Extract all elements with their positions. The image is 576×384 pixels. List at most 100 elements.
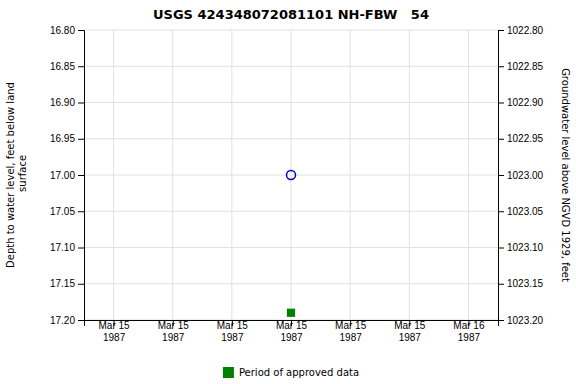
text-line: Mar 15 <box>217 320 249 331</box>
tick-label: Mar 151987 <box>99 320 131 343</box>
plot-area <box>287 171 296 317</box>
text-line: 1987 <box>221 332 244 343</box>
tick-mark <box>498 30 504 31</box>
tick-mark <box>78 139 84 140</box>
chart: Mar 151987Mar 151987Mar 151987Mar 151987… <box>0 0 576 384</box>
tick: 1023.05 <box>498 206 544 217</box>
tick: 17.00 <box>50 170 84 181</box>
tick: 1022.80 <box>498 25 544 36</box>
text-line: 1987 <box>280 332 303 343</box>
tick-label: Mar 151987 <box>394 320 426 343</box>
legend-label: Period of approved data <box>239 367 359 378</box>
text-line: 1987 <box>103 332 126 343</box>
tick-label: Mar 151987 <box>276 320 308 343</box>
tick-label: 1023.00 <box>507 170 544 181</box>
text-line: Mar 15 <box>394 320 426 331</box>
tick-mark <box>78 66 84 67</box>
text-line: Mar 15 <box>158 320 190 331</box>
tick-mark <box>498 103 504 104</box>
grid-line <box>231 30 232 320</box>
legend-item: Period of approved data <box>223 367 359 378</box>
tick: 1023.15 <box>498 278 544 289</box>
tick-mark <box>498 284 504 285</box>
y-axis-label: Depth to water level, feet below land su… <box>5 82 28 268</box>
text-line: 1987 <box>399 332 422 343</box>
tick: Mar 151987 <box>276 320 308 343</box>
tick-mark <box>78 211 84 212</box>
tick: 16.80 <box>50 25 84 36</box>
tick: 16.85 <box>50 61 84 72</box>
tick: 1023.10 <box>498 242 544 253</box>
tick-label: 17.00 <box>50 170 75 181</box>
tick-label: Mar 151987 <box>158 320 190 343</box>
tick-label: 16.85 <box>50 61 75 72</box>
tick-mark <box>498 139 504 140</box>
text-line: Depth to water level, feet below land <box>5 82 16 268</box>
tick-mark <box>498 175 504 176</box>
text-line: Mar 15 <box>335 320 367 331</box>
text-line: surface <box>17 155 28 195</box>
tick-mark <box>78 175 84 176</box>
text-line: Mar 15 <box>276 320 308 331</box>
grid-line <box>172 30 173 320</box>
tick: Mar 151987 <box>158 320 190 343</box>
tick-mark <box>78 284 84 285</box>
tick: 16.95 <box>50 133 84 144</box>
tick-mark <box>78 103 84 104</box>
tick: 17.10 <box>50 242 84 253</box>
tick: Mar 151987 <box>335 320 367 343</box>
text-line: Mar 16 <box>453 320 485 331</box>
tick-mark <box>78 248 84 249</box>
tick-label: 1023.10 <box>507 242 544 253</box>
grid-line <box>113 30 114 320</box>
tick: Mar 151987 <box>99 320 131 343</box>
axis-line <box>78 31 85 321</box>
tick-label: 16.90 <box>50 97 75 108</box>
tick-label: Mar 161987 <box>453 320 485 343</box>
text-line: 1987 <box>458 332 481 343</box>
tick: Mar 151987 <box>394 320 426 343</box>
tick: 1022.90 <box>498 97 544 108</box>
tick-mark <box>498 211 504 212</box>
tick: 17.05 <box>50 206 84 217</box>
tick-label: 1023.05 <box>507 206 544 217</box>
tick: Mar 151987 <box>217 320 249 343</box>
grid-line <box>468 30 469 320</box>
tick-label: 17.15 <box>50 278 75 289</box>
point <box>288 309 295 316</box>
tick-mark <box>498 66 504 67</box>
grid-line <box>409 30 410 320</box>
tick: 1023.00 <box>498 170 544 181</box>
grid <box>84 30 498 320</box>
grid-line <box>350 30 351 320</box>
y2-axis-label: Groundwater level above NGVD 1929, feet <box>560 68 571 282</box>
tick: 1022.95 <box>498 133 544 144</box>
tick-label: Mar 151987 <box>335 320 367 343</box>
tick-label: 1022.85 <box>507 61 544 72</box>
tick-label: 1022.95 <box>507 133 544 144</box>
tick: 17.15 <box>50 278 84 289</box>
point <box>287 171 296 180</box>
tick: 16.90 <box>50 97 84 108</box>
tick-label: 16.95 <box>50 133 75 144</box>
tick-label: 17.20 <box>50 315 75 326</box>
tick-label: 1023.15 <box>507 278 544 289</box>
tick-label: 16.80 <box>50 25 75 36</box>
text-line: Mar 15 <box>99 320 131 331</box>
tick-mark <box>498 320 504 321</box>
text-line: 1987 <box>162 332 185 343</box>
tick-mark <box>78 30 84 31</box>
tick-label: 1022.80 <box>507 25 544 36</box>
tick-label: 1023.20 <box>507 315 544 326</box>
tick: 1022.85 <box>498 61 544 72</box>
y-axis: 16.80 16.85 16.90 16.95 17.00 17.05 17.10 17.15… <box>50 25 85 326</box>
title: USGS 424348072081101 NH-FBW 54 <box>153 7 429 22</box>
grid-line <box>291 30 292 320</box>
legend: Period of approved data <box>223 367 359 378</box>
tick-label: 17.10 <box>50 242 75 253</box>
tick-mark <box>78 320 84 321</box>
y2-axis: 1023.20 1023.15 1023.10 1023.05 1023.00 1022.… <box>498 25 544 326</box>
tick-label: 1022.90 <box>507 97 544 108</box>
tick: 1023.20 <box>498 315 544 326</box>
x-axis: Mar 151987Mar 151987Mar 151987Mar 151987… <box>85 320 499 343</box>
